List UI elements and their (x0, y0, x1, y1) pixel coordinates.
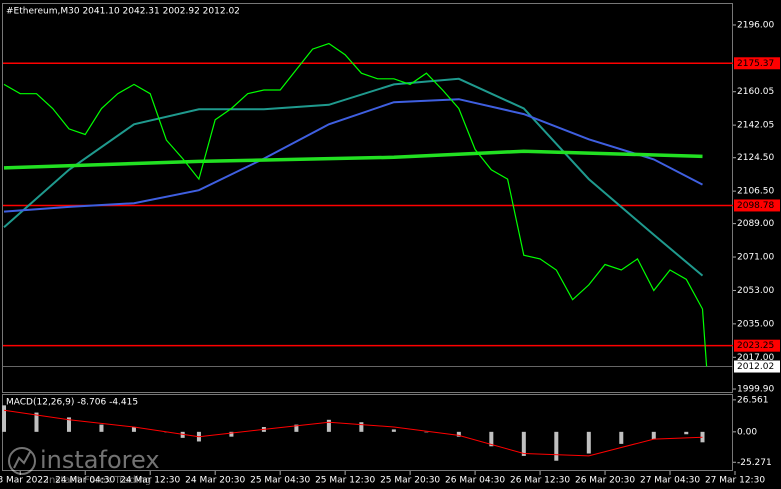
chart-title: #Ethereum,M30 2041.10 2042.31 2002.92 20… (6, 7, 240, 17)
macd-bar (229, 431, 234, 437)
moving-average (3, 98, 703, 213)
y-tick-label: 2106.50 (737, 187, 774, 197)
y-tick-label: 1999.90 (737, 385, 774, 395)
macd-bar (391, 429, 396, 432)
y-tick-label: 2142.05 (737, 121, 774, 131)
y-tick-label: 2160.05 (737, 87, 774, 97)
logo-icon (8, 447, 36, 475)
y-tick-label: 2017.00 (737, 353, 774, 363)
price-panel (2, 3, 733, 393)
y-tick-label: 2071.00 (737, 253, 774, 263)
macd-bar (34, 412, 39, 432)
macd-bar (456, 431, 461, 437)
y-tick-label: 2089.00 (737, 219, 774, 229)
x-tick-label: 25 Mar 12:30 (315, 476, 375, 486)
macd-bar (489, 431, 494, 447)
level-label-box (734, 199, 780, 212)
macd-bar (586, 431, 591, 454)
macd-bar (521, 431, 526, 456)
macd-bar (294, 424, 299, 432)
level-label-box (734, 57, 780, 70)
plot: 2196.00 2160.05 2142.05 2124.50 2106.50 2089.… (0, 20, 780, 486)
price-line (3, 42, 708, 367)
y-tick-label: 2053.00 (737, 286, 774, 296)
macd-bar (99, 424, 104, 432)
signal-line (3, 409, 703, 457)
y-tick-label: 2124.50 (737, 153, 774, 163)
macd-panel (2, 394, 733, 471)
watermark: instaforex Instant Forex Trading (8, 446, 160, 486)
macd-bar (651, 431, 656, 440)
brand: instaforex (40, 446, 160, 474)
macd-bar (554, 431, 559, 461)
y-tick-label: 26.561 (737, 395, 769, 405)
x-tick-label: 26 Mar 20:30 (575, 476, 635, 486)
macd-bar (2, 405, 6, 432)
macd-bar (619, 431, 624, 444)
y-tick-label: 2035.00 (737, 319, 774, 329)
x-tick-label: 24 Mar 04:30 (55, 476, 115, 486)
x-tick-label: 24 Mar 12:30 (120, 476, 180, 486)
x-tick-label: 25 Mar 04:30 (250, 476, 310, 486)
macd-title: MACD(12,26,9) -8.706 -4.415 (6, 398, 138, 408)
moving-average (3, 77, 704, 277)
y-tick-label: 0.00 (737, 427, 757, 437)
level-label: 2098.78 (737, 201, 774, 211)
logo-icon (13, 451, 31, 469)
macd-bar (66, 417, 71, 432)
y-tick-label: -25.271 (737, 458, 772, 468)
moving-average (3, 149, 703, 170)
x-tick-label: 25 Mar 20:30 (380, 476, 440, 486)
x-tick-label: 26 Mar 12:30 (510, 476, 570, 486)
last-price-box (734, 360, 780, 373)
x-tick-label: 24 Mar 20:30 (185, 476, 245, 486)
macd-bar (700, 431, 705, 443)
macd-bar (131, 427, 136, 432)
x-tick-label: 27 Mar 12:30 (705, 476, 765, 486)
macd-bar (424, 431, 429, 433)
y-tick-label: 2196.00 (737, 20, 774, 30)
macd-bar (180, 431, 185, 438)
x-tick-label: 26 Mar 04:30 (445, 476, 505, 486)
slogan: Instant Forex Trading (46, 475, 151, 486)
level-label: 2023.25 (737, 341, 774, 351)
macd-bar (359, 422, 364, 432)
level-label: 2175.37 (737, 59, 774, 69)
x-tick-label: 27 Mar 04:30 (640, 476, 700, 486)
macd-bar (326, 419, 331, 432)
last-price-label: 2012.02 (737, 362, 774, 372)
macd-bar (684, 431, 689, 435)
level-label-box (734, 339, 780, 352)
x-tick-label: 23 Mar 2022 (0, 476, 49, 486)
